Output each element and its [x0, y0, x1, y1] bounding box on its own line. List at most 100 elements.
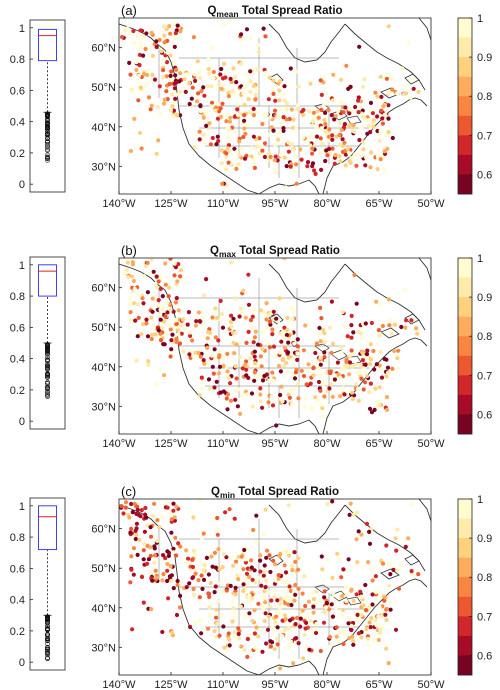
- boxplot-tick-label: 0.2: [10, 385, 25, 397]
- colorbar-bands: [458, 18, 472, 195]
- station-point: [163, 282, 168, 287]
- station-point: [219, 148, 224, 153]
- colorbar-band: [458, 596, 472, 617]
- station-point: [191, 354, 196, 359]
- station-point: [250, 314, 255, 319]
- station-point: [384, 395, 390, 400]
- station-point: [156, 328, 161, 333]
- station-point: [149, 534, 154, 539]
- station-point: [132, 116, 137, 121]
- station-point: [339, 367, 345, 372]
- box-outlier: [45, 652, 50, 658]
- station-point: [244, 373, 249, 378]
- station-point: [173, 36, 178, 42]
- station-point: [172, 44, 177, 49]
- station-point: [241, 588, 246, 594]
- station-point: [125, 29, 130, 34]
- station-point: [227, 637, 232, 642]
- station-point: [250, 577, 255, 582]
- lat-tick-label: 60°N: [91, 43, 116, 55]
- station-point: [149, 258, 154, 262]
- station-point: [163, 261, 168, 266]
- station-point: [256, 342, 261, 347]
- station-point: [176, 92, 181, 97]
- station-point: [158, 112, 163, 117]
- station-point: [412, 572, 417, 577]
- station-point: [178, 268, 184, 273]
- station-point: [344, 599, 349, 604]
- station-point: [284, 360, 289, 365]
- box-outlier: [45, 614, 50, 620]
- station-point: [368, 381, 373, 386]
- colorbar-band: [458, 375, 472, 396]
- station-point: [384, 357, 389, 362]
- station-point: [255, 67, 261, 72]
- station-point: [232, 351, 237, 356]
- station-point: [274, 423, 279, 428]
- station-point: [244, 571, 250, 576]
- station-point: [188, 624, 193, 630]
- station-point: [178, 544, 183, 549]
- station-point: [214, 607, 219, 612]
- station-point: [347, 151, 352, 156]
- station-point: [280, 618, 285, 623]
- station-point: [217, 364, 223, 369]
- station-point: [241, 134, 246, 140]
- colorbar-ticks: 10.90.80.70.6: [469, 494, 492, 662]
- station-point: [281, 92, 286, 97]
- station-point: [253, 373, 259, 378]
- station-point: [161, 101, 167, 106]
- station-point: [290, 564, 295, 569]
- station-point: [306, 362, 311, 367]
- station-point: [303, 396, 308, 401]
- station-point: [416, 572, 421, 577]
- title-main: Q: [210, 245, 219, 257]
- station-point: [207, 594, 212, 599]
- station-point: [389, 331, 394, 336]
- station-point: [351, 330, 356, 335]
- station-point: [356, 529, 361, 534]
- station-point: [313, 601, 318, 606]
- station-point: [200, 386, 205, 391]
- station-point: [179, 581, 184, 586]
- station-point: [246, 329, 251, 334]
- station-point: [236, 258, 241, 261]
- station-point: [292, 589, 297, 594]
- box-outlier: [45, 624, 50, 629]
- station-point: [330, 575, 335, 580]
- colorbar-tick-label: 0.6: [477, 650, 492, 662]
- station-point: [251, 113, 256, 118]
- station-point: [221, 355, 226, 360]
- station-point: [252, 645, 258, 650]
- box-outlier: [45, 120, 50, 125]
- station-point: [158, 286, 163, 291]
- station-point: [140, 296, 145, 301]
- title-sub: min: [220, 490, 235, 500]
- lat-tick-label: 30°N: [91, 401, 116, 413]
- station-point: [406, 536, 411, 541]
- station-point: [342, 631, 347, 636]
- station-point: [177, 605, 183, 610]
- station-point: [168, 258, 173, 261]
- box-elements: [38, 28, 57, 163]
- station-point: [384, 617, 389, 622]
- station-point: [377, 594, 382, 599]
- colorbar-tick-label: 0.9: [477, 52, 492, 64]
- station-point: [228, 115, 233, 120]
- station-point: [330, 614, 336, 619]
- station-point: [169, 517, 174, 522]
- station-point: [169, 530, 174, 535]
- station-point: [322, 331, 327, 336]
- station-point: [206, 572, 211, 577]
- station-point: [282, 155, 287, 160]
- station-point: [327, 127, 332, 132]
- station-point: [388, 607, 393, 612]
- station-point: [225, 112, 230, 117]
- station-point: [119, 34, 125, 40]
- station-point: [161, 572, 166, 577]
- station-point: [126, 275, 131, 280]
- station-point: [293, 559, 298, 564]
- station-point: [173, 96, 178, 101]
- station-point: [133, 536, 138, 542]
- station-point: [232, 146, 237, 151]
